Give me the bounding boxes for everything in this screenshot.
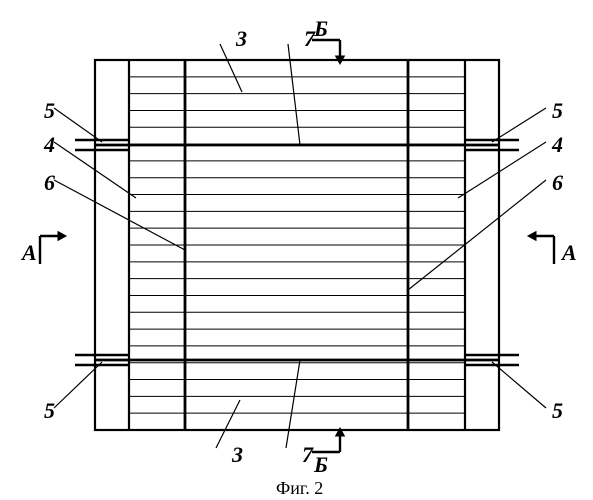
leader-3-bot: 3 [232, 444, 243, 466]
leader-5-br: 5 [552, 400, 563, 422]
section-B-top: Б [314, 18, 328, 40]
leader-3-top: 3 [236, 28, 247, 50]
leader-7-bot: 7 [302, 444, 313, 466]
leader-4-tl: 4 [44, 134, 55, 156]
figure-caption: Фиг. 2 [276, 478, 323, 499]
leader-5-tl: 5 [44, 100, 55, 122]
leader-7-top: 7 [304, 28, 315, 50]
leader-5-tr: 5 [552, 100, 563, 122]
section-B-bot: Б [314, 454, 328, 476]
leader-4-tr: 4 [552, 134, 563, 156]
leader-5-bl: 5 [44, 400, 55, 422]
section-A-right: А [562, 242, 577, 264]
section-A-left: А [22, 242, 37, 264]
diagram-svg [0, 0, 593, 500]
leader-6-tl: 6 [44, 172, 55, 194]
leader-6-tr: 6 [552, 172, 563, 194]
